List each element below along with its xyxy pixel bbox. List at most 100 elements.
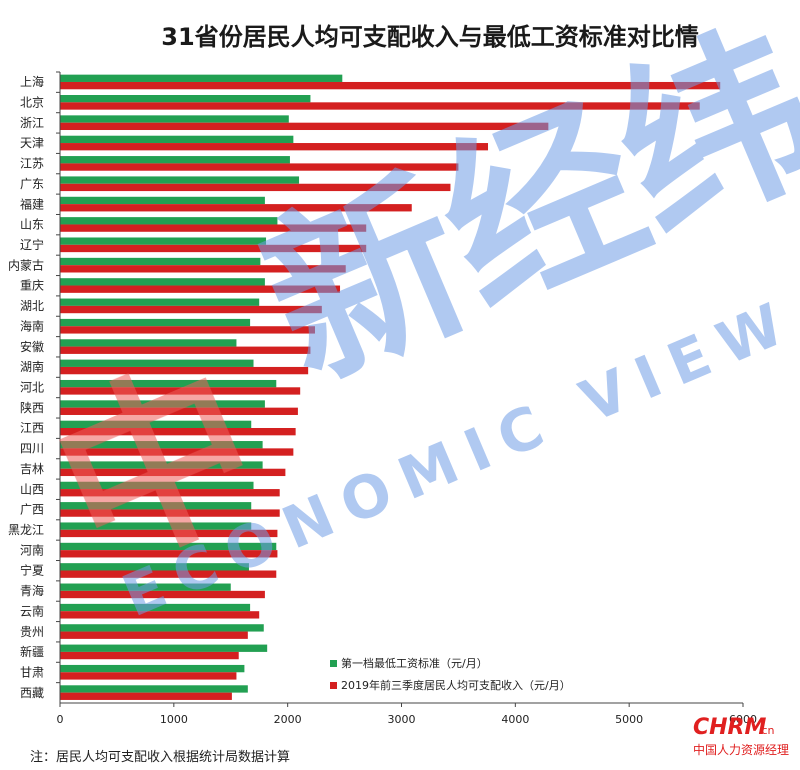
bar-income-10 [60,285,341,293]
category-label: 吉林 [20,462,44,476]
bar-minwage-17 [60,420,252,429]
bar-income-6 [60,204,412,212]
bar-minwage-6 [60,196,265,205]
bar-income-3 [60,143,489,151]
bar-minwage-20 [60,481,254,490]
bar-minwage-9 [60,257,261,266]
category-label: 甘肃 [20,665,44,679]
x-tick-label: 6000 [729,713,757,726]
bar-income-7 [60,224,367,232]
x-axis-ticks: 0 1000 2000 3000 4000 5000 6000 [57,703,757,726]
x-tick-label: 5000 [615,713,643,726]
bar-minwage-19 [60,461,263,469]
bar-minwage-25 [60,583,231,591]
legend-swatch-minwage [330,660,337,667]
bar-minwage-23 [60,542,277,551]
bar-minwage-26 [60,603,251,612]
watermark: 中 新经纬 ECONOMIC VIEW [27,0,800,630]
bar-income-20 [60,489,280,497]
bar-minwage-8 [60,237,267,245]
bar-minwage-12 [60,318,251,327]
category-label: 湖北 [20,298,44,313]
category-label: 山东 [20,218,44,232]
bar-minwage-5 [60,176,300,184]
bar-minwage-28 [60,644,268,652]
category-label: 安徽 [20,339,44,354]
category-label: 山西 [20,482,44,496]
bar-series-group [60,74,721,700]
category-label: 广东 [20,177,44,191]
chrm-logo: CHRM .cn 中国人力资源经理 [693,715,789,757]
category-label: 云南 [20,603,44,618]
category-label: 浙江 [20,116,44,130]
bar-minwage-2 [60,115,289,123]
bar-minwage-4 [60,156,290,164]
bar-minwage-14 [60,359,254,367]
x-tick-label: 2000 [274,713,302,726]
bar-income-22 [60,529,278,538]
bar-minwage-11 [60,298,260,306]
bar-minwage-30 [60,685,248,693]
category-label: 江西 [20,421,44,435]
category-label: 青海 [20,583,44,598]
category-label: 重庆 [20,279,44,293]
bar-income-17 [60,428,296,436]
bar-income-5 [60,183,451,192]
bar-income-19 [60,468,286,477]
category-label: 四川 [20,442,44,456]
bar-income-11 [60,305,322,314]
bar-minwage-16 [60,400,265,408]
bar-minwage-21 [60,502,252,510]
bar-income-29 [60,672,237,680]
bar-minwage-7 [60,217,278,225]
bar-income-16 [60,407,298,415]
category-label: 河北 [20,381,44,395]
legend-label-minwage: 第一档最低工资标准（元/月） [341,656,488,670]
bar-minwage-10 [60,278,265,286]
category-label: 天津 [20,136,44,150]
bar-income-26 [60,611,260,619]
footnote: 注：居民人均可支配收入根据统计局数据计算 [30,750,290,765]
x-tick-label: 3000 [388,713,416,726]
bar-income-21 [60,509,280,517]
category-label: 西藏 [20,686,44,700]
legend: 第一档最低工资标准（元/月） 2019年前三季度居民人均可支配收入（元/月） [330,656,571,692]
bar-minwage-15 [60,379,277,388]
category-label: 福建 [20,196,44,211]
category-label: 陕西 [20,400,44,415]
bar-minwage-24 [60,563,249,571]
legend-swatch-income [330,682,337,689]
bar-income-15 [60,387,301,395]
bar-income-27 [60,631,248,639]
bar-minwage-29 [60,664,245,673]
bar-income-4 [60,163,459,171]
bar-income-1 [60,102,700,110]
logo-main: CHRM [693,715,766,740]
category-label: 辽宁 [20,237,44,252]
bar-minwage-0 [60,74,343,82]
category-label: 河南 [20,542,44,557]
category-label: 内蒙古 [8,257,44,272]
bar-income-18 [60,448,294,456]
legend-label-income: 2019年前三季度居民人均可支配收入（元/月） [341,678,571,692]
bar-income-25 [60,590,265,599]
bar-minwage-13 [60,339,237,347]
bar-minwage-3 [60,135,294,144]
bar-income-14 [60,366,309,375]
category-label: 宁夏 [20,563,44,578]
bar-income-24 [60,570,277,578]
bar-minwage-22 [60,522,252,530]
bar-income-12 [60,326,315,334]
bar-income-0 [60,81,721,90]
bar-income-9 [60,265,346,273]
x-tick-label: 1000 [160,713,188,726]
category-label: 广西 [20,503,44,517]
chart-title: 31省份居民人均可支配收入与最低工资标准对比情 [161,23,698,51]
category-labels: 上海北京浙江天津江苏广东福建山东辽宁内蒙古重庆湖北海南安徽湖南河北陕西江西四川吉… [8,71,60,700]
bar-income-8 [60,244,367,253]
category-label: 黑龙江 [8,523,44,537]
category-label: 江苏 [20,157,44,171]
category-label: 上海 [20,74,44,89]
logo-sub: 中国人力资源经理 [693,742,789,757]
